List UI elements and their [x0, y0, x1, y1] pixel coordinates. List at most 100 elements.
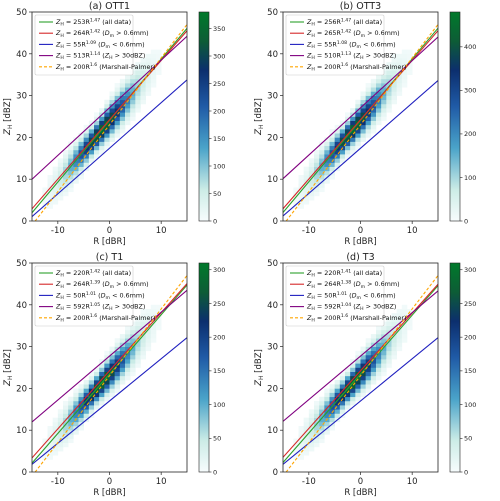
heatmap-cell [376, 78, 382, 84]
heatmap-cell [150, 83, 157, 88]
heatmap-cell [308, 442, 315, 448]
heatmap-cell [396, 74, 403, 80]
heatmap-cell [130, 354, 136, 360]
heatmap-cell [293, 442, 299, 448]
x-axis-label: R [dBR] [93, 237, 125, 247]
fit-line-4 [283, 36, 438, 180]
heatmap-cell [329, 175, 335, 180]
heatmap-cell [370, 99, 377, 105]
heatmap-cell [391, 346, 397, 352]
heatmap-cell [83, 380, 90, 385]
heatmap-cell [386, 83, 392, 88]
legend-label: ZH = 592R1.05 (ZH > 30dBZ) [55, 302, 145, 312]
heatmap-cell [119, 112, 126, 117]
heatmap-cell [391, 99, 397, 105]
heatmap-cell [319, 170, 325, 176]
heatmap-cell [339, 141, 346, 147]
heatmap-cell [391, 70, 397, 75]
heatmap-cell [63, 413, 69, 418]
colorbar-tick-label: 100 [213, 162, 225, 170]
heatmap-cell [47, 455, 53, 460]
heatmap-cell [130, 338, 136, 343]
heatmap-cell [145, 91, 152, 96]
heatmap-cell [298, 187, 304, 193]
heatmap-cell [57, 162, 64, 167]
heatmap-cell [94, 400, 100, 406]
heatmap-cell [94, 129, 100, 134]
heatmap-cell [401, 338, 408, 343]
heatmap-cell [329, 417, 335, 423]
heatmap-cell [114, 388, 121, 393]
heatmap-cell [73, 392, 79, 398]
heatmap-cell [355, 380, 361, 385]
heatmap-cell [396, 313, 403, 318]
heatmap-cell [401, 313, 408, 318]
heatmap-cell [350, 108, 356, 113]
x-axis-label: R [dBR] [344, 488, 376, 498]
heatmap-cell [114, 371, 121, 377]
heatmap-cell [386, 334, 392, 339]
heatmap-cell [109, 354, 115, 360]
heatmap-cell [94, 371, 100, 377]
heatmap-cell [150, 53, 157, 59]
heatmap-cell [145, 313, 152, 318]
heatmap-cell [334, 384, 341, 389]
heatmap-cell [135, 83, 141, 88]
heatmap-cell [355, 363, 361, 368]
heatmap-cell [63, 191, 69, 197]
heatmap-cell [125, 367, 131, 372]
heatmap-cell [339, 154, 346, 159]
heatmap-cell [145, 334, 152, 339]
heatmap-cell [370, 350, 377, 356]
heatmap-cell [99, 124, 105, 130]
heatmap-cell [125, 78, 131, 84]
heatmap-cell [319, 405, 325, 410]
y-axis-label: ZH [dBZ] [254, 349, 265, 387]
heatmap-cell [350, 116, 356, 121]
heatmap-cell [99, 367, 105, 372]
heatmap-cell [360, 367, 366, 372]
legend-label: ZH = 264R1.39 (Dm > 0.6mm) [55, 280, 149, 290]
heatmap-cell [355, 99, 361, 105]
heatmap-cell [314, 183, 320, 188]
heatmap-cell [324, 421, 330, 427]
heatmap-cell [135, 62, 141, 67]
heatmap-cell [319, 426, 325, 431]
heatmap-cell [339, 375, 346, 381]
heatmap-cell [308, 179, 315, 184]
heatmap-cell [329, 396, 335, 402]
colorbar: 0 100 200 300 400 [449, 11, 476, 225]
heatmap-cell [345, 149, 351, 155]
heatmap-cell [360, 108, 366, 113]
colorbar-tick-label: 250 [464, 300, 476, 308]
heatmap-cell [140, 342, 146, 347]
colorbar: 0 50 100 150 200 250 300 [198, 262, 225, 476]
heatmap-cell [52, 421, 59, 427]
heatmap-cell [52, 175, 59, 180]
heatmap-cell [125, 103, 131, 109]
heatmap-cell [407, 66, 413, 71]
heatmap-cell [130, 103, 136, 109]
fit-line-5 [285, 24, 438, 221]
heatmap-cell [319, 154, 325, 159]
colorbar: 0 50 100 150 200 250 300 350 [198, 11, 225, 225]
heatmap-cell [114, 338, 121, 343]
heatmap-cell [63, 187, 69, 193]
heatmap-cell [303, 200, 310, 205]
heatmap-cell [119, 363, 126, 368]
heatmap-cell [308, 183, 315, 188]
colorbar-tick-label: 0 [464, 468, 468, 476]
heatmap-cell [156, 317, 162, 322]
heatmap-cell [355, 133, 361, 138]
x-tick-label: 10 [156, 477, 167, 487]
heatmap-cell [109, 359, 115, 364]
heatmap-cell [360, 95, 366, 101]
heatmap-cell [63, 442, 69, 448]
heatmap-cell [360, 116, 366, 121]
fit-line-5 [34, 24, 187, 221]
heatmap-cell [381, 74, 387, 80]
heatmap-cell [88, 133, 95, 138]
heatmap-cell [109, 99, 115, 105]
heatmap-cell [150, 313, 157, 318]
heatmap-cell [130, 329, 136, 335]
